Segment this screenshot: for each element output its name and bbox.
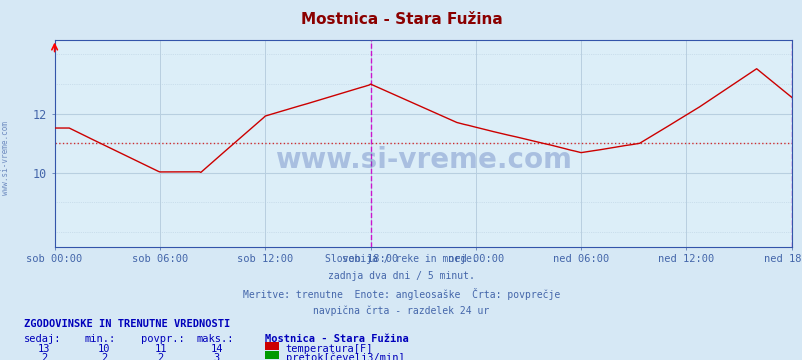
Text: maks.:: maks.: (196, 334, 234, 344)
Text: pretok[čevelj3/min]: pretok[čevelj3/min] (286, 353, 404, 360)
Text: 13: 13 (38, 344, 51, 354)
Text: 2: 2 (157, 353, 164, 360)
Text: 11: 11 (154, 344, 167, 354)
Text: povpr.:: povpr.: (140, 334, 184, 344)
Text: sedaj:: sedaj: (24, 334, 62, 344)
Text: zadnja dva dni / 5 minut.: zadnja dva dni / 5 minut. (328, 271, 474, 281)
Text: Mostnica - Stara Fužina: Mostnica - Stara Fužina (300, 12, 502, 27)
Text: www.si-vreme.com: www.si-vreme.com (1, 121, 10, 195)
Text: 14: 14 (210, 344, 223, 354)
Text: ZGODOVINSKE IN TRENUTNE VREDNOSTI: ZGODOVINSKE IN TRENUTNE VREDNOSTI (24, 319, 230, 329)
Text: navpična črta - razdelek 24 ur: navpična črta - razdelek 24 ur (313, 306, 489, 316)
Text: www.si-vreme.com: www.si-vreme.com (274, 146, 571, 174)
Text: temperatura[F]: temperatura[F] (286, 344, 373, 354)
Text: Slovenija / reke in morje.: Slovenija / reke in morje. (325, 254, 477, 264)
Text: 3: 3 (213, 353, 220, 360)
Text: min.:: min.: (84, 334, 115, 344)
Text: 10: 10 (98, 344, 111, 354)
Text: Mostnica - Stara Fužina: Mostnica - Stara Fužina (265, 334, 408, 344)
Text: 2: 2 (101, 353, 107, 360)
Text: 2: 2 (41, 353, 47, 360)
Text: Meritve: trenutne  Enote: angleosaške  Črta: povprečje: Meritve: trenutne Enote: angleosaške Črt… (242, 288, 560, 300)
